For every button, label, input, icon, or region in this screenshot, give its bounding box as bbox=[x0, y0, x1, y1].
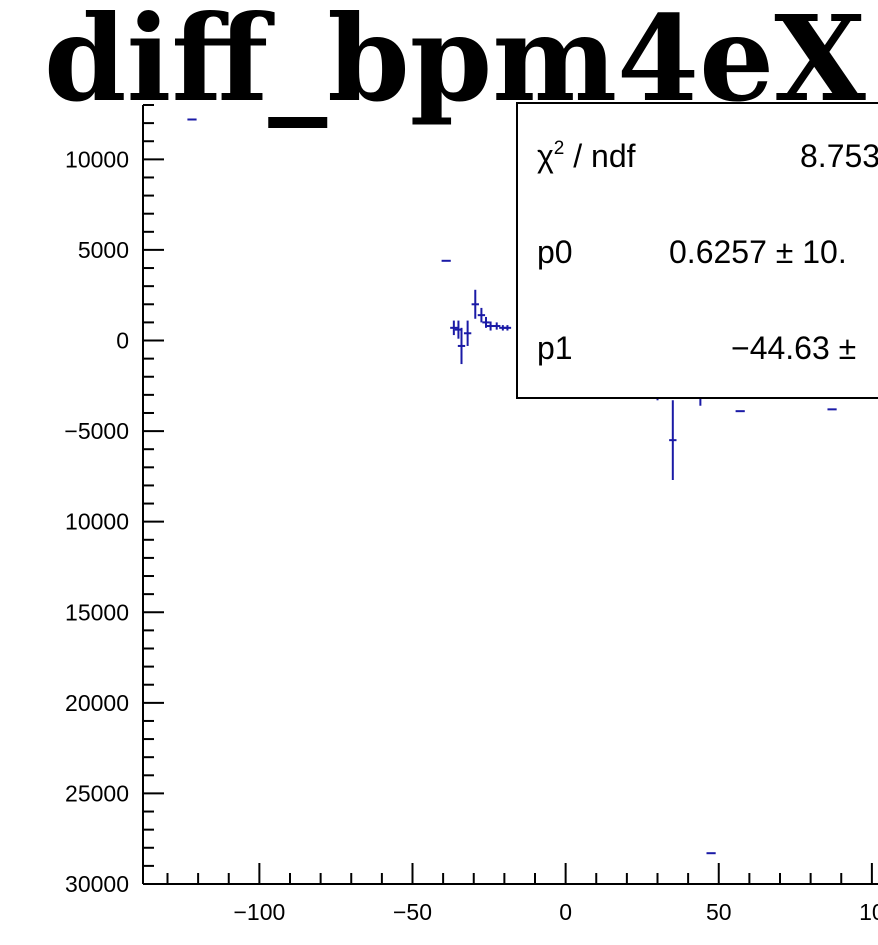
stats-chi-ndf: / ndf bbox=[564, 138, 635, 174]
data-point bbox=[486, 321, 495, 331]
y-tick-label: 0 bbox=[116, 328, 129, 354]
y-tick-label: 25000 bbox=[65, 780, 129, 806]
x-tick-label: −100 bbox=[233, 899, 285, 925]
data-point bbox=[493, 322, 501, 330]
data-point bbox=[477, 307, 486, 323]
data-point bbox=[471, 289, 479, 319]
axes bbox=[142, 105, 878, 885]
data-point bbox=[450, 320, 458, 336]
stats-row-chi2-value: 8.753 bbox=[800, 138, 878, 174]
stats-box: χ2 / ndf 8.753 p0 0.6257 ± 10. p1 −44.63… bbox=[516, 102, 878, 399]
y-tick-label: 15000 bbox=[65, 599, 129, 625]
x-tick-label: 50 bbox=[706, 899, 732, 925]
y-tick-label: 10000 bbox=[65, 509, 129, 535]
y-tick-label: 10000 bbox=[65, 146, 129, 172]
data-point bbox=[503, 325, 512, 331]
y-tick-label: 20000 bbox=[65, 690, 129, 716]
data-point bbox=[482, 316, 490, 328]
x-tick-label: 10 bbox=[859, 899, 878, 925]
x-tick-label: 0 bbox=[559, 899, 572, 925]
stats-row-p0-name: p0 bbox=[537, 234, 573, 270]
y-tick-labels: 10000 5000 0 −5000 10000 15000 20000 25000 30000 bbox=[64, 146, 129, 897]
y-tick-label: 5000 bbox=[78, 237, 129, 263]
chart-title: diff_bpm4eX bbox=[44, 0, 866, 128]
x-tick-label: −50 bbox=[393, 899, 432, 925]
x-ticks bbox=[166, 863, 873, 884]
stats-row-p0-value: 0.6257 ± 10. bbox=[669, 234, 847, 270]
data-point bbox=[457, 327, 466, 365]
y-ticks bbox=[143, 104, 164, 885]
stats-row-p1-name: p1 bbox=[537, 330, 573, 366]
y-tick-label: 30000 bbox=[65, 871, 129, 897]
stats-row-p1-value: −44.63 ± bbox=[731, 330, 856, 366]
data-point bbox=[463, 320, 472, 346]
stats-box-frame bbox=[516, 102, 878, 399]
x-tick-labels: −100 −50 0 50 10 bbox=[233, 899, 878, 925]
y-tick-label: −5000 bbox=[64, 418, 129, 444]
stats-row-chi2-name: χ2 / ndf bbox=[537, 138, 636, 174]
stats-chi-superscript: 2 bbox=[554, 138, 565, 159]
data-point bbox=[669, 400, 677, 481]
stats-chi-symbol: χ bbox=[537, 138, 554, 174]
